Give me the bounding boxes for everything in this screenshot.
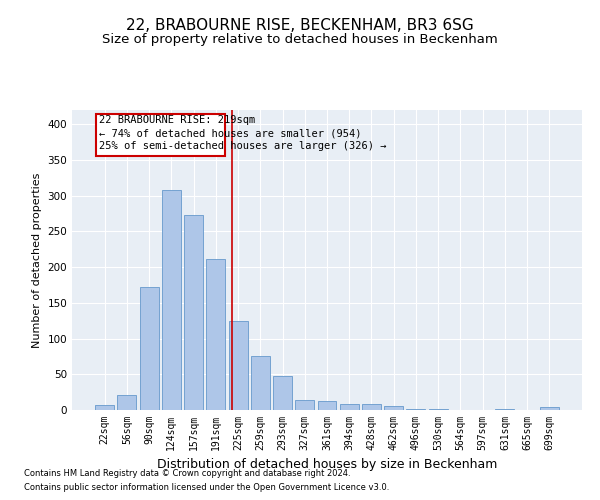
Y-axis label: Number of detached properties: Number of detached properties — [32, 172, 42, 348]
Bar — [229, 320, 248, 410]
Text: 22, BRABOURNE RISE, BECKENHAM, BR3 6SG: 22, BRABOURNE RISE, BECKENHAM, BR3 6SG — [126, 18, 474, 32]
Bar — [140, 287, 158, 410]
X-axis label: Distribution of detached houses by size in Beckenham: Distribution of detached houses by size … — [157, 458, 497, 471]
Bar — [118, 395, 136, 410]
Bar — [184, 215, 203, 410]
Text: Contains HM Land Registry data © Crown copyright and database right 2024.: Contains HM Land Registry data © Crown c… — [24, 468, 350, 477]
Bar — [162, 190, 181, 410]
FancyBboxPatch shape — [96, 114, 225, 156]
Bar — [95, 405, 114, 410]
Text: Contains public sector information licensed under the Open Government Licence v3: Contains public sector information licen… — [24, 484, 389, 492]
Bar — [540, 407, 559, 410]
Bar — [273, 376, 292, 410]
Bar — [362, 404, 381, 410]
Bar — [406, 408, 425, 410]
Bar — [251, 356, 270, 410]
Bar — [340, 404, 359, 410]
Bar — [317, 402, 337, 410]
Text: Size of property relative to detached houses in Beckenham: Size of property relative to detached ho… — [102, 32, 498, 46]
Bar — [429, 408, 448, 410]
Bar — [384, 406, 403, 410]
Text: 22 BRABOURNE RISE: 219sqm
← 74% of detached houses are smaller (954)
25% of semi: 22 BRABOURNE RISE: 219sqm ← 74% of detac… — [99, 115, 386, 152]
Bar — [206, 260, 225, 410]
Bar — [295, 400, 314, 410]
